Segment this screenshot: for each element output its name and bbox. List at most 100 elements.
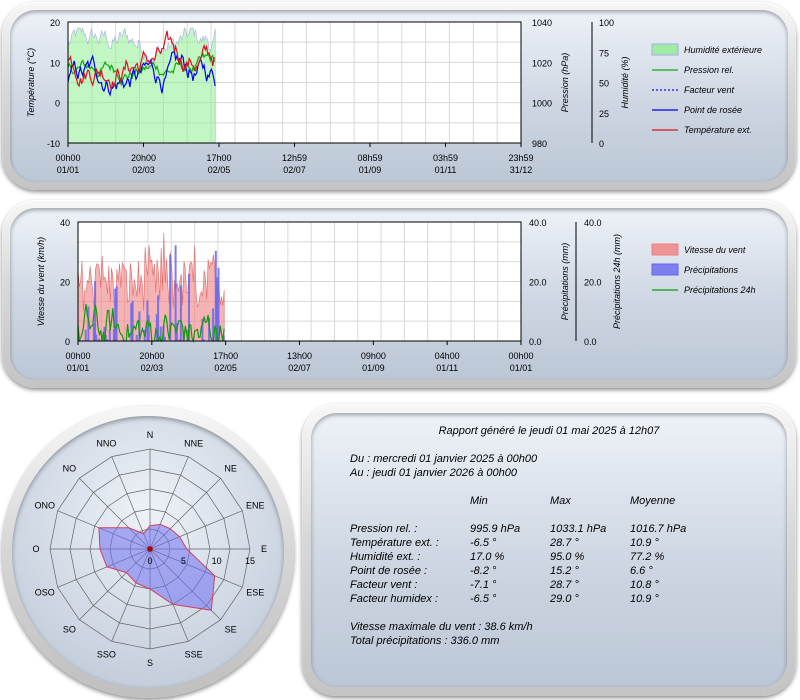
wind-rose-panel: 0 5 10 15 N NNE NE ENE E ESE SE SSE S SSO SO OSO O ONO NO N…: [2, 406, 294, 698]
row-label: Pression rel. :: [350, 523, 418, 535]
y-tick-label: 980: [532, 139, 547, 149]
row-max: 28.7 °: [550, 579, 579, 591]
row-min: -7.1 °: [470, 579, 497, 591]
x-tick-label: 02/07: [288, 363, 311, 373]
row-max: 95.0 %: [550, 551, 585, 563]
rose-data-polygon: [98, 523, 216, 611]
report-from: Du : mercredi 01 janvier 2025 à 00h00: [350, 453, 538, 465]
x-tick-label: 02/05: [208, 165, 231, 175]
precip-bar: [216, 277, 219, 341]
direction-label: N: [147, 430, 154, 440]
x-tick-label: 00h00: [508, 351, 533, 361]
precip-bar: [214, 250, 217, 341]
x-tick-label: 01/01: [510, 363, 533, 373]
x-tick-label: 04h00: [435, 351, 460, 361]
x-tick-label: 08h59: [357, 153, 382, 163]
y2-axis-title: Précipitations (mm): [560, 243, 570, 321]
precip-bar: [104, 334, 107, 341]
x-tick-label: 20h00: [139, 351, 164, 361]
row-label: Température ext. :: [350, 537, 439, 549]
row-avg: 10.9 °: [630, 537, 659, 549]
row-max: 1033.1 hPa: [550, 523, 607, 535]
row-avg: 6.6 °: [630, 565, 653, 577]
x-tick-label: 02/03: [132, 165, 155, 175]
row-avg: 1016.7 hPa: [630, 523, 687, 535]
row-label: Facteur humidex :: [350, 593, 439, 605]
precip-bar: [157, 295, 160, 341]
radial-tick-label: 15: [245, 556, 255, 566]
direction-label: OSO: [35, 588, 55, 598]
direction-label: S: [147, 658, 153, 668]
precip-bar: [102, 336, 105, 341]
y-axis-title: Température (°C): [26, 48, 36, 117]
x-tick-label: 01/11: [436, 363, 458, 373]
precip-bar: [222, 335, 225, 341]
temperature-line: [67, 30, 216, 91]
precip-bar: [115, 286, 118, 341]
direction-label: NE: [224, 463, 237, 473]
radial-tick-label: 10: [212, 556, 222, 566]
precip-bar: [147, 315, 150, 341]
humidity-area: [67, 27, 216, 144]
legend-label: Point de rosée: [684, 105, 742, 115]
precip-bar: [98, 338, 101, 341]
legend-label: Précipitations: [684, 265, 739, 275]
y-tick-label: 20.0: [529, 278, 547, 288]
precip-bar: [135, 334, 138, 341]
legend-label: Vitesse du vent: [684, 245, 746, 255]
row-max: 15.2 °: [550, 565, 579, 577]
precip-bar: [155, 314, 158, 341]
wind-precip-chart-panel: 0 20 40 Vitesse du vent (km/h) 0.0 20.0 40.0 Pr…: [2, 200, 796, 388]
y-tick-label: 75: [599, 48, 609, 58]
x-tick-label: 17h00: [206, 153, 231, 163]
precip-bar: [87, 306, 90, 341]
legend-swatch: [651, 263, 679, 276]
precip-bar: [106, 339, 109, 341]
precip-bar: [201, 319, 204, 341]
x-tick-label: 02/03: [141, 363, 164, 373]
y3-axis-title: Humidité (%): [620, 56, 630, 108]
legend-label: Température ext.: [684, 125, 752, 135]
report-total-precip: Total précipitations : 336.0 mm: [350, 635, 500, 647]
report-header-avg: Moyenne: [630, 495, 676, 507]
row-min: -6.5 °: [470, 537, 497, 549]
x-tick-label: 31/12: [510, 165, 533, 175]
x-tick-label: 01/09: [362, 363, 385, 373]
x-tick-label: 17h00: [213, 351, 238, 361]
row-min: 995.9 hPa: [470, 523, 521, 535]
row-label: Point de rosée :: [350, 565, 428, 577]
row-min: 17.0 %: [470, 551, 505, 563]
direction-label: ESE: [246, 588, 264, 598]
x-tick-label: 01/01: [57, 165, 80, 175]
precip-bar: [217, 267, 220, 341]
precip-bar: [94, 281, 97, 341]
y-tick-label: 0: [55, 99, 60, 109]
x-tick-label: 03h59: [433, 153, 458, 163]
y-tick-label: 10: [50, 58, 60, 68]
legend-label: Précipitations 24h: [684, 285, 756, 295]
row-avg: 10.8 °: [630, 579, 659, 591]
y-tick-label: 40.0: [584, 218, 602, 228]
row-min: -6.5 °: [470, 593, 497, 605]
report-header-max: Max: [550, 495, 571, 507]
x-tick-label: 12h59: [282, 153, 307, 163]
precip-bar: [84, 329, 87, 341]
precip-bar: [163, 336, 166, 341]
x-tick-label: 20h00: [131, 153, 156, 163]
y-tick-label: 0.0: [584, 337, 597, 347]
direction-label: NO: [63, 463, 77, 473]
precip-bar: [174, 245, 177, 341]
y-tick-label: 25: [599, 109, 609, 119]
wind-rose-chart: 0 5 10 15 N NNE NE ENE E ESE SE SSE S SSO SO OSO O ONO NO N…: [32, 430, 267, 668]
y-tick-label: -10: [47, 139, 60, 149]
rose-center: [147, 546, 153, 552]
dewpoint-line: [67, 50, 216, 97]
y3-axis-title: Précipitations 24h (mm): [612, 234, 622, 329]
y-tick-label: 0: [65, 337, 70, 347]
legend-swatch: [651, 243, 679, 256]
precip-bar: [114, 288, 117, 341]
precip-bar: [169, 254, 172, 341]
direction-label: E: [261, 544, 267, 554]
y-tick-label: 40: [60, 218, 70, 228]
